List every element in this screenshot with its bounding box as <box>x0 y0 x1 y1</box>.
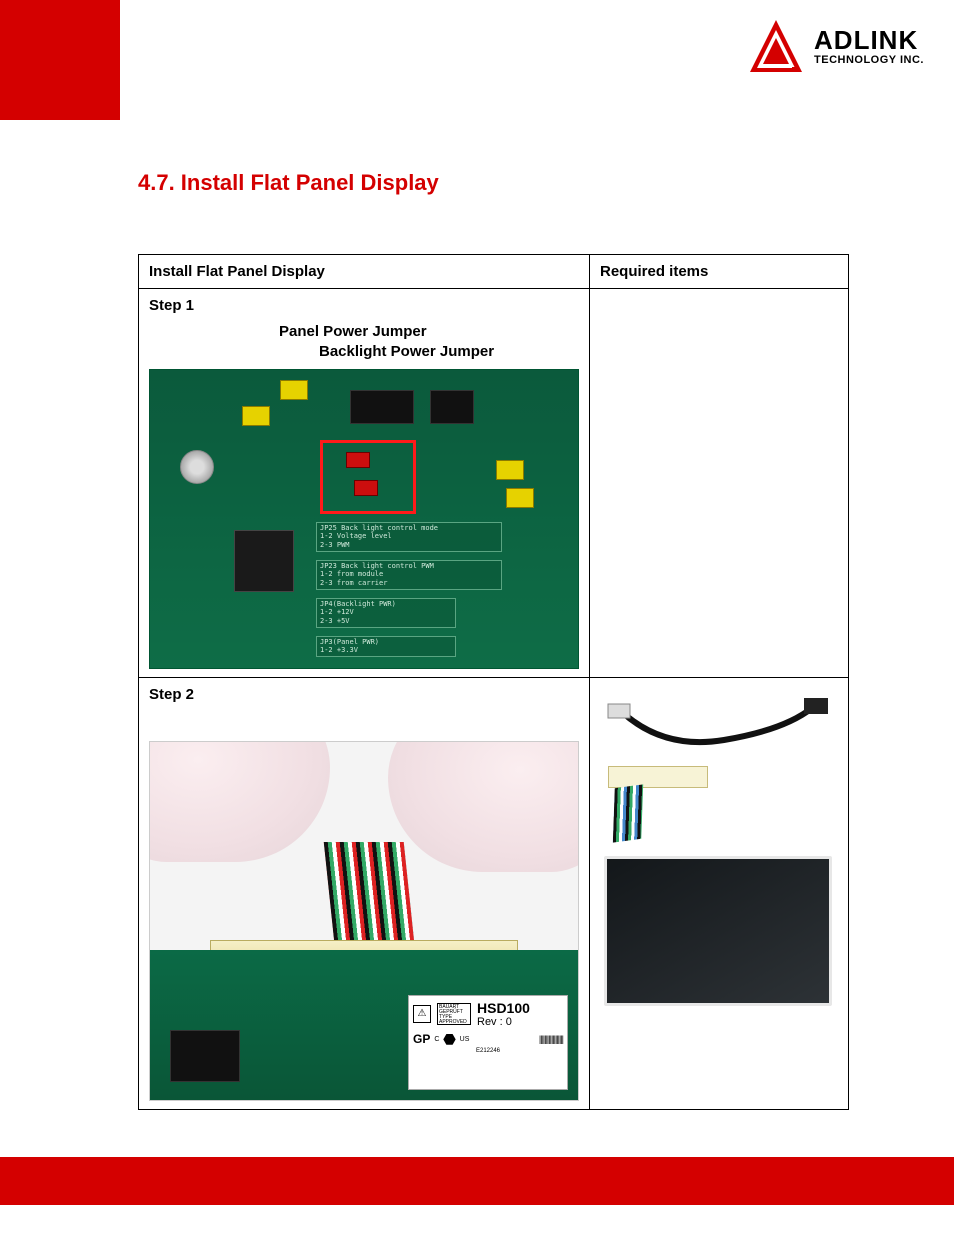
brand-name: ADLINK <box>814 27 924 53</box>
lvds-cable-icon <box>604 690 834 760</box>
silk-line: 2-3 +5V <box>320 617 452 626</box>
brand-sub: TECHNOLOGY INC. <box>814 55 924 66</box>
flat-panel-icon <box>604 856 832 1006</box>
table-row: Step 2 ⚠ BAUARTGEPRÜFTTYPEAPPROVED <box>139 677 849 1109</box>
lvds-connector-icon <box>608 766 718 846</box>
silk-line: JP23 Back light control PWM <box>320 562 498 571</box>
ic-chip <box>430 390 474 424</box>
glove-shape <box>388 741 579 872</box>
silk-line: 1-2 Voltage level <box>320 532 498 541</box>
silk-line: 2-3 from carrier <box>320 579 498 588</box>
red-jumper <box>354 480 378 496</box>
step1-required-cell <box>590 289 849 678</box>
panel-label-sticker: ⚠ BAUARTGEPRÜFTTYPEAPPROVED HSD100 Rev :… <box>408 995 568 1090</box>
silk-line: JP4(Backlight PWR) <box>320 600 452 609</box>
silk-line: 1-2 +12V <box>320 608 452 617</box>
th-right: Required items <box>590 255 849 289</box>
header-red-block <box>0 0 120 120</box>
silk-line: 1-2 +3.3V <box>320 646 452 655</box>
adlink-logo-icon <box>748 18 804 74</box>
silkscreen-text: JP23 Back light control PWM 1-2 from mod… <box>316 560 502 590</box>
silk-line: 1-2 from module <box>320 570 498 579</box>
pcb-photo-step1: JP25 Back light control mode 1-2 Voltage… <box>149 369 579 669</box>
step2-cell: Step 2 ⚠ BAUARTGEPRÜFTTYPEAPPROVED <box>139 677 590 1109</box>
yellow-jumper <box>242 406 270 426</box>
table-row: Step 1 Panel Power Jumper Backlight Powe… <box>139 289 849 678</box>
yellow-jumper <box>506 488 534 508</box>
silkscreen-text: JP3(Panel PWR) 1-2 +3.3V <box>316 636 456 658</box>
silk-line: 2-3 PWM <box>320 541 498 550</box>
ic-chip <box>170 1030 240 1082</box>
required-items <box>600 686 838 1010</box>
panel-model: HSD100 <box>477 1000 530 1016</box>
silkscreen-text: JP4(Backlight PWR) 1-2 +12V 2-3 +5V <box>316 598 456 628</box>
ic-chip <box>350 390 414 424</box>
screw-icon <box>180 450 214 484</box>
brand-text: ADLINK TECHNOLOGY INC. <box>814 27 924 66</box>
panel-rev: Rev : 0 <box>477 1016 530 1028</box>
glove-shape <box>149 741 330 862</box>
jumper-labels: Panel Power Jumper Backlight Power Jumpe… <box>279 322 579 363</box>
red-jumper <box>346 452 370 468</box>
backlight-power-jumper-label: Backlight Power Jumper <box>319 342 579 362</box>
lvds-connect-photo: ⚠ BAUARTGEPRÜFTTYPEAPPROVED HSD100 Rev :… <box>149 741 579 1101</box>
brand-logo: ADLINK TECHNOLOGY INC. <box>748 18 924 74</box>
install-table: Install Flat Panel Display Required item… <box>138 254 849 1110</box>
connector <box>234 530 294 592</box>
step1-label: Step 1 <box>149 297 579 314</box>
step1-cell: Step 1 Panel Power Jumper Backlight Powe… <box>139 289 590 678</box>
footer-red-bar <box>0 1157 954 1205</box>
silkscreen-text: JP25 Back light control mode 1-2 Voltage… <box>316 522 502 552</box>
yellow-jumper <box>280 380 308 400</box>
step2-label: Step 2 <box>149 686 579 703</box>
silk-line: JP3(Panel PWR) <box>320 638 452 647</box>
th-left: Install Flat Panel Display <box>139 255 590 289</box>
page: ADLINK TECHNOLOGY INC. 4.7. Install Flat… <box>0 0 954 1235</box>
yellow-jumper <box>496 460 524 480</box>
step2-required-cell <box>590 677 849 1109</box>
table-header-row: Install Flat Panel Display Required item… <box>139 255 849 289</box>
section-title: 4.7. Install Flat Panel Display <box>138 170 439 196</box>
panel-power-jumper-label: Panel Power Jumper <box>279 322 579 342</box>
silk-line: JP25 Back light control mode <box>320 524 498 533</box>
